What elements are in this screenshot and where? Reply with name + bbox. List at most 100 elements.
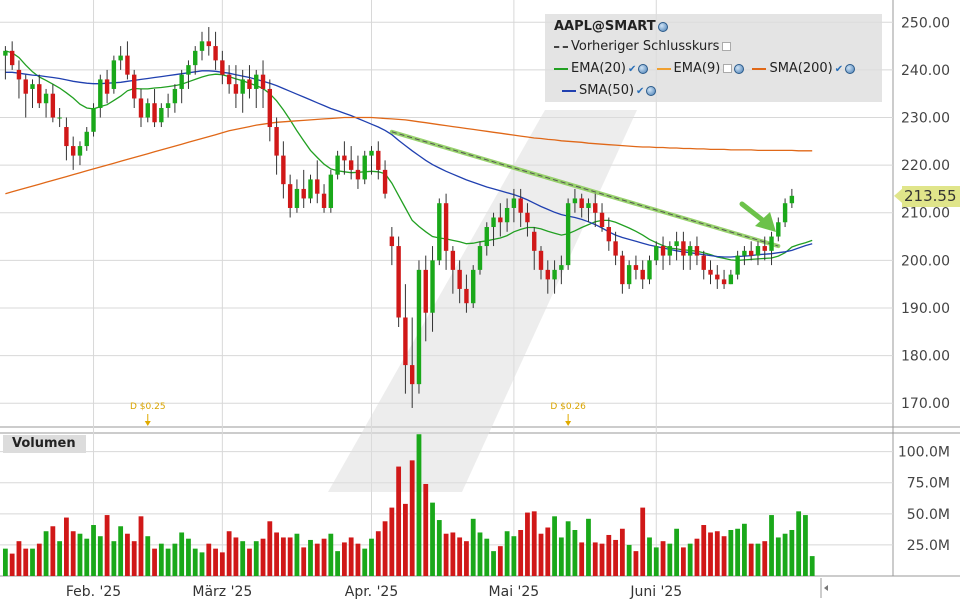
candle-body xyxy=(37,84,42,104)
legend-sma200[interactable]: SMA(200) ✔ xyxy=(752,61,856,78)
candle-body xyxy=(172,88,178,104)
volume-bar xyxy=(199,552,205,576)
candle-body xyxy=(525,212,530,223)
globe-icon[interactable] xyxy=(638,63,649,74)
month-label: März '25 xyxy=(192,584,252,600)
checkbox-icon[interactable] xyxy=(722,42,732,51)
checkbox-icon[interactable] xyxy=(723,64,733,73)
candle-body xyxy=(498,217,503,223)
candle-body xyxy=(403,317,408,366)
volume-bar xyxy=(470,518,476,576)
candle-body xyxy=(647,260,652,280)
candle-body xyxy=(57,117,62,119)
volume-bar xyxy=(321,538,327,576)
price-tick-label: 250.00 xyxy=(901,15,950,31)
price-axis: 170.00 180.00 190.00 200.00 210.00 220.00 230.… xyxy=(894,15,950,412)
volume-bar xyxy=(538,533,544,576)
legend-ma-row: EMA(20) ✔ EMA(9) SMA(200) ✔ xyxy=(554,61,859,78)
check-icon[interactable]: ✔ xyxy=(636,86,645,97)
volume-bar xyxy=(274,532,279,576)
globe-icon[interactable] xyxy=(734,63,745,74)
last-price-pointer xyxy=(894,188,902,203)
volume-bar xyxy=(260,538,266,576)
legend-ema20[interactable]: EMA(20) ✔ xyxy=(554,61,649,78)
legend-prev-close[interactable]: Vorheriger Schlusskurs xyxy=(554,39,732,55)
candle-body xyxy=(708,269,713,275)
candle-body xyxy=(260,74,266,89)
candle-body xyxy=(518,198,523,213)
volume-bar xyxy=(335,551,341,576)
volume-bar xyxy=(504,531,510,576)
volume-bar xyxy=(64,517,69,576)
candle-body xyxy=(125,55,130,75)
candle-body xyxy=(3,50,8,56)
check-icon[interactable]: ✔ xyxy=(628,64,637,75)
volume-bar xyxy=(138,516,144,576)
volume-bar xyxy=(253,541,259,576)
candle-body xyxy=(626,265,632,285)
candle-body xyxy=(667,246,673,256)
volume-bar xyxy=(660,541,666,576)
volume-bar xyxy=(30,548,35,576)
check-icon[interactable]: ✔ xyxy=(834,64,844,75)
volume-bar xyxy=(104,515,110,576)
candle-body xyxy=(16,69,22,80)
candle-body xyxy=(789,195,795,204)
candle-body xyxy=(193,50,198,66)
volume-bar xyxy=(796,511,802,576)
volume-bar xyxy=(36,543,42,576)
volume-bar xyxy=(579,542,585,576)
candle-body xyxy=(335,155,340,175)
volume-bar xyxy=(525,512,530,576)
price-tick-label: 180.00 xyxy=(901,349,950,365)
volume-bar xyxy=(403,503,408,576)
candle-body xyxy=(728,274,734,285)
globe-icon[interactable] xyxy=(845,63,856,74)
volume-bar xyxy=(687,543,693,576)
symbol-label: AAPL@SMART xyxy=(554,19,656,34)
candle-body xyxy=(748,250,754,256)
volume-tick-label: 75.0M xyxy=(907,476,950,492)
chart-legend: AAPL@SMART Vorheriger Schlusskurs EMA(20… xyxy=(545,14,882,102)
volume-bar xyxy=(382,521,388,576)
volume-bar xyxy=(389,507,395,576)
sma200-label: SMA(200) xyxy=(769,61,833,76)
candle-body xyxy=(23,79,28,94)
volume-bar xyxy=(647,537,652,576)
candle-body xyxy=(301,188,306,199)
scroll-end-marker[interactable] xyxy=(820,578,828,598)
legend-ema9[interactable]: EMA(9) xyxy=(656,61,745,77)
candle-body xyxy=(742,250,747,256)
candle-body xyxy=(450,250,456,270)
volume-bar xyxy=(308,539,313,576)
candle-body xyxy=(342,155,347,161)
last-price-tag: 213.55 xyxy=(902,186,960,207)
volume-bar xyxy=(782,533,788,576)
volume-bar xyxy=(653,547,659,576)
candle-body xyxy=(633,265,639,270)
volume-bar xyxy=(552,516,557,576)
candle-body xyxy=(274,127,279,156)
price-tick-label: 170.00 xyxy=(901,396,950,412)
candle-body xyxy=(545,269,550,280)
candle-body xyxy=(654,246,659,261)
month-label: Feb. '25 xyxy=(66,584,121,600)
candle-body xyxy=(315,179,320,194)
volume-bar xyxy=(240,541,246,576)
volume-bar xyxy=(491,551,496,576)
candle-body xyxy=(430,260,435,313)
volume-bar xyxy=(192,548,198,576)
volume-bar xyxy=(267,521,273,576)
candle-body xyxy=(755,246,761,256)
globe-icon[interactable] xyxy=(646,85,657,96)
candle-body xyxy=(111,60,117,89)
candle-body xyxy=(30,84,35,89)
volume-bar xyxy=(436,520,442,576)
volume-bar xyxy=(626,544,632,576)
price-tick-label: 240.00 xyxy=(901,63,950,79)
volume-bar xyxy=(809,556,815,576)
legend-sma50-row[interactable]: SMA(50) ✔ xyxy=(562,83,657,100)
globe-icon[interactable] xyxy=(657,21,668,32)
volume-bar xyxy=(145,536,151,576)
candle-body xyxy=(416,269,422,385)
